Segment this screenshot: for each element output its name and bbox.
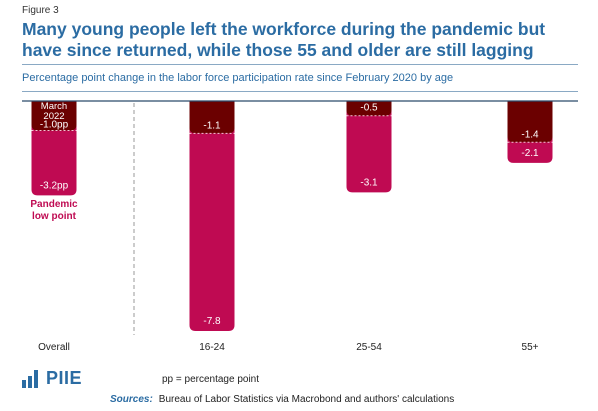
bar-march-25-54 xyxy=(346,101,392,116)
pandemic-low-annotation-line2: low point xyxy=(32,211,77,222)
chart-subtitle: Percentage point change in the labor for… xyxy=(22,72,454,84)
piie-logo: PIIE xyxy=(22,368,82,389)
bar-low-25-54 xyxy=(346,101,392,193)
value-label-low-overall: -3.2pp xyxy=(40,180,69,191)
value-label-low-25-54: -3.1 xyxy=(360,177,378,188)
x-tick-label-25-54: 25-54 xyxy=(356,342,382,353)
x-tick-label-16-24: 16-24 xyxy=(199,342,225,353)
chart-title: Many young people left the workforce dur… xyxy=(22,19,546,60)
figure-label: Figure 3 xyxy=(22,5,59,16)
x-tick-label-overall: Overall xyxy=(38,342,70,353)
value-label-march-25-54: -0.5 xyxy=(360,103,378,114)
value-label-march-16-24: -1.1 xyxy=(203,120,221,131)
pandemic-low-annotation-line1: Pandemic xyxy=(30,199,78,210)
subtitle-divider xyxy=(22,91,578,92)
sources-label: Sources: xyxy=(110,394,153,405)
bar-march-16-24 xyxy=(189,101,235,134)
march-2022-annotation-line2: 2022 xyxy=(43,111,64,122)
value-label-march-overall: -1.0pp xyxy=(40,119,69,130)
bar-chart: -3.2pp -1.0pp Overall -7.8 -1.1 16-24 -3.1 -0.5… xyxy=(22,100,578,353)
x-tick-label-55: 55+ xyxy=(522,342,539,353)
value-label-low-55: -2.1 xyxy=(521,148,539,159)
bar-low-16-24 xyxy=(189,101,235,331)
bar-march-overall xyxy=(31,101,77,131)
footnote: pp = percentage point xyxy=(162,374,260,385)
value-label-march-55: -1.4 xyxy=(521,129,539,140)
bar-march-55 xyxy=(507,101,553,143)
value-label-low-16-24: -7.8 xyxy=(203,316,221,327)
title-divider xyxy=(22,64,578,65)
logo-bars-icon xyxy=(22,369,42,388)
march-2022-annotation-line1: March xyxy=(41,101,67,112)
sources-line: Sources: Bureau of Labor Statistics via M… xyxy=(110,394,454,405)
sources-text: Bureau of Labor Statistics via Macrobond… xyxy=(158,394,455,405)
logo-text: PIIE xyxy=(46,368,83,388)
